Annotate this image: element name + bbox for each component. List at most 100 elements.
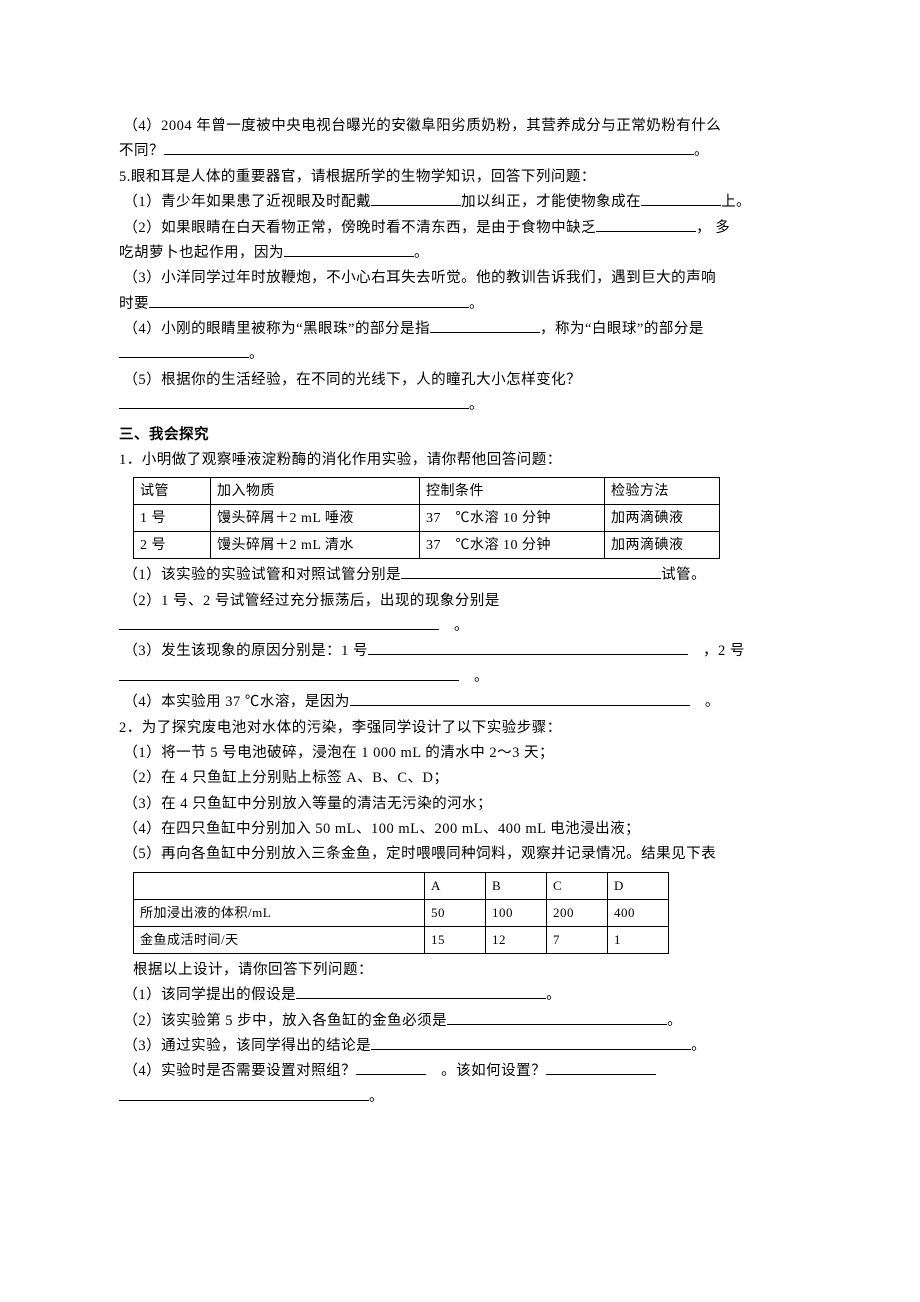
text: 。 [691,1038,706,1054]
e1-q4: （4）本实验用 37 ℃水溶，是因为 。 [119,690,801,715]
blank[interactable] [284,241,414,257]
e2-q4-line1: （4）实验时是否需要设置对照组？ 。该如何设置？ [119,1059,801,1084]
td: 400 [608,899,669,926]
document-page: （4）2004 年曾一度被中央电视台曝光的安徽阜阳劣质奶粉，其营养成分与正常奶粉… [0,0,920,1210]
text: 。该如何设置？ [426,1063,546,1079]
td: 50 [425,899,486,926]
blank[interactable] [368,640,688,656]
text: 。 [667,1013,682,1029]
q5-s5-line2: 。 [119,393,801,418]
text: （2）该实验第 5 步中，放入各鱼缸的金鱼必须是 [123,1013,447,1029]
text: （4）实验时是否需要设置对照组？ [123,1063,356,1079]
blank[interactable] [430,318,540,334]
text: （1）该实验的实验试管和对照试管分别是 [123,567,401,583]
blank[interactable] [149,292,469,308]
table-row: 金鱼成活时间/天 15 12 7 1 [134,926,669,953]
td: 加两滴碘液 [605,532,720,559]
e1-intro: 1．小明做了观察唾液淀粉酶的消化作用实验，请你帮他回答问题： [119,448,801,473]
text: 不同？ [119,143,164,159]
td: 金鱼成活时间/天 [134,926,425,953]
e2-s4: （4）在四只鱼缸中分别加入 50 mL、100 mL、200 mL、400 mL… [119,817,801,842]
e1-q2-line2: 。 [119,614,801,639]
blank[interactable] [119,665,459,681]
text: 加以纠正，才能使物象成在 [461,194,641,210]
e2-q4-line2: 。 [119,1085,801,1110]
table-row: A B C D [134,872,669,899]
td: 馒头碎屑＋2 mL 唾液 [211,505,420,532]
text: 。 [439,618,469,634]
blank[interactable] [641,191,721,207]
q5-s2-line1: （2）如果眼睛在白天看物正常，傍晚时看不清东西，是由于食物中缺乏 ， 多 [119,216,801,241]
td: 2 号 [134,532,211,559]
blank[interactable] [401,564,661,580]
q5-s3-line2: 时要 。 [119,292,801,317]
blank[interactable] [596,216,696,232]
e2-table: A B C D 所加浸出液的体积/mL 50 100 200 400 金鱼成活时… [133,872,669,954]
blank[interactable] [356,1060,426,1076]
th: 检验方法 [605,478,720,505]
text: 。 [469,296,484,312]
table-row: 试管 加入物质 控制条件 检验方法 [134,478,720,505]
text: 。 [690,694,720,710]
blank[interactable] [119,615,439,631]
th: A [425,872,486,899]
e2-q3: （3）通过实验，该同学得出的结论是 。 [119,1034,801,1059]
e1-table: 试管 加入物质 控制条件 检验方法 1 号 馒头碎屑＋2 mL 唾液 37 ℃水… [133,477,720,559]
blank[interactable] [119,343,249,359]
q5-s4-line2: 。 [119,342,801,367]
table-row: 所加浸出液的体积/mL 50 100 200 400 [134,899,669,926]
blank[interactable] [164,140,694,156]
e2-s3: （3）在 4 只鱼缸中分别放入等量的清洁无污染的河水； [119,792,801,817]
e1-q1: （1）该实验的实验试管和对照试管分别是 试管。 [119,563,801,588]
e1-q3-line2: 。 [119,665,801,690]
th: 加入物质 [211,478,420,505]
text: ， 多 [696,220,730,236]
blank[interactable] [119,394,469,410]
text: （3）通过实验，该同学得出的结论是 [123,1038,371,1054]
e2-s2: （2）在 4 只鱼缸上分别贴上标签 A、B、C、D； [119,766,801,791]
text: 。 [414,245,429,261]
td: 1 号 [134,505,211,532]
td: 馒头碎屑＋2 mL 清水 [211,532,420,559]
td: 15 [425,926,486,953]
blank[interactable] [371,1034,691,1050]
q5-s2-line2: 吃胡萝卜也起作用，因为 。 [119,241,801,266]
q5-s3-line1: （3）小洋同学过年时放鞭炮，不小心右耳失去听觉。他的教训告诉我们，遇到巨大的声响 [119,266,801,291]
text: 。 [694,143,709,159]
e2-q1: （1）该同学提出的假设是。 [119,983,801,1008]
text: 吃胡萝卜也起作用，因为 [119,245,284,261]
e2-s5: （5）再向各鱼缸中分别放入三条金鱼，定时喂喂同种饲料，观察并记录情况。结果见下表 [119,842,801,867]
td: 加两滴碘液 [605,505,720,532]
blank[interactable] [119,1085,369,1101]
text: ，2 号 [688,643,745,659]
blank[interactable] [371,191,461,207]
td: 37 ℃水溶 10 分钟 [420,505,605,532]
td: 100 [486,899,547,926]
text: 时要 [119,296,149,312]
text: （1）青少年如果患了近视眼及时配戴 [123,194,371,210]
text: （2）如果眼睛在白天看物正常，傍晚时看不清东西，是由于食物中缺乏 [123,220,596,236]
td: 37 ℃水溶 10 分钟 [420,532,605,559]
text: （3）发生该现象的原因分别是：1 号 [123,643,368,659]
td: 7 [547,926,608,953]
blank[interactable] [546,1060,656,1076]
text: （4）本实验用 37 ℃水溶，是因为 [123,694,350,710]
text: 。 [249,346,264,362]
blank[interactable] [350,691,690,707]
e1-q3-line1: （3）发生该现象的原因分别是：1 号 ，2 号 [119,639,801,664]
blank[interactable] [296,984,546,1000]
e1-q2-line1: （2）1 号、2 号试管经过充分振荡后，出现的现象分别是 [119,589,801,614]
q5-intro: 5.眼和耳是人体的重要器官，请根据所学的生物学知识，回答下列问题： [119,165,801,190]
q4-sub4-line1: （4）2004 年曾一度被中央电视台曝光的安徽阜阳劣质奶粉，其营养成分与正常奶粉… [119,114,801,139]
text: ，称为“白眼球”的部分是 [540,321,704,337]
th: C [547,872,608,899]
text: 。 [459,669,489,685]
table-row: 2 号 馒头碎屑＋2 mL 清水 37 ℃水溶 10 分钟 加两滴碘液 [134,532,720,559]
text: 试管。 [661,567,706,583]
td: 12 [486,926,547,953]
td: 200 [547,899,608,926]
q5-s1: （1）青少年如果患了近视眼及时配戴加以纠正，才能使物象成在上。 [119,190,801,215]
blank[interactable] [447,1009,667,1025]
e2-q2: （2）该实验第 5 步中，放入各鱼缸的金鱼必须是 。 [119,1009,801,1034]
e2-after: 根据以上设计，请你回答下列问题： [119,958,801,983]
